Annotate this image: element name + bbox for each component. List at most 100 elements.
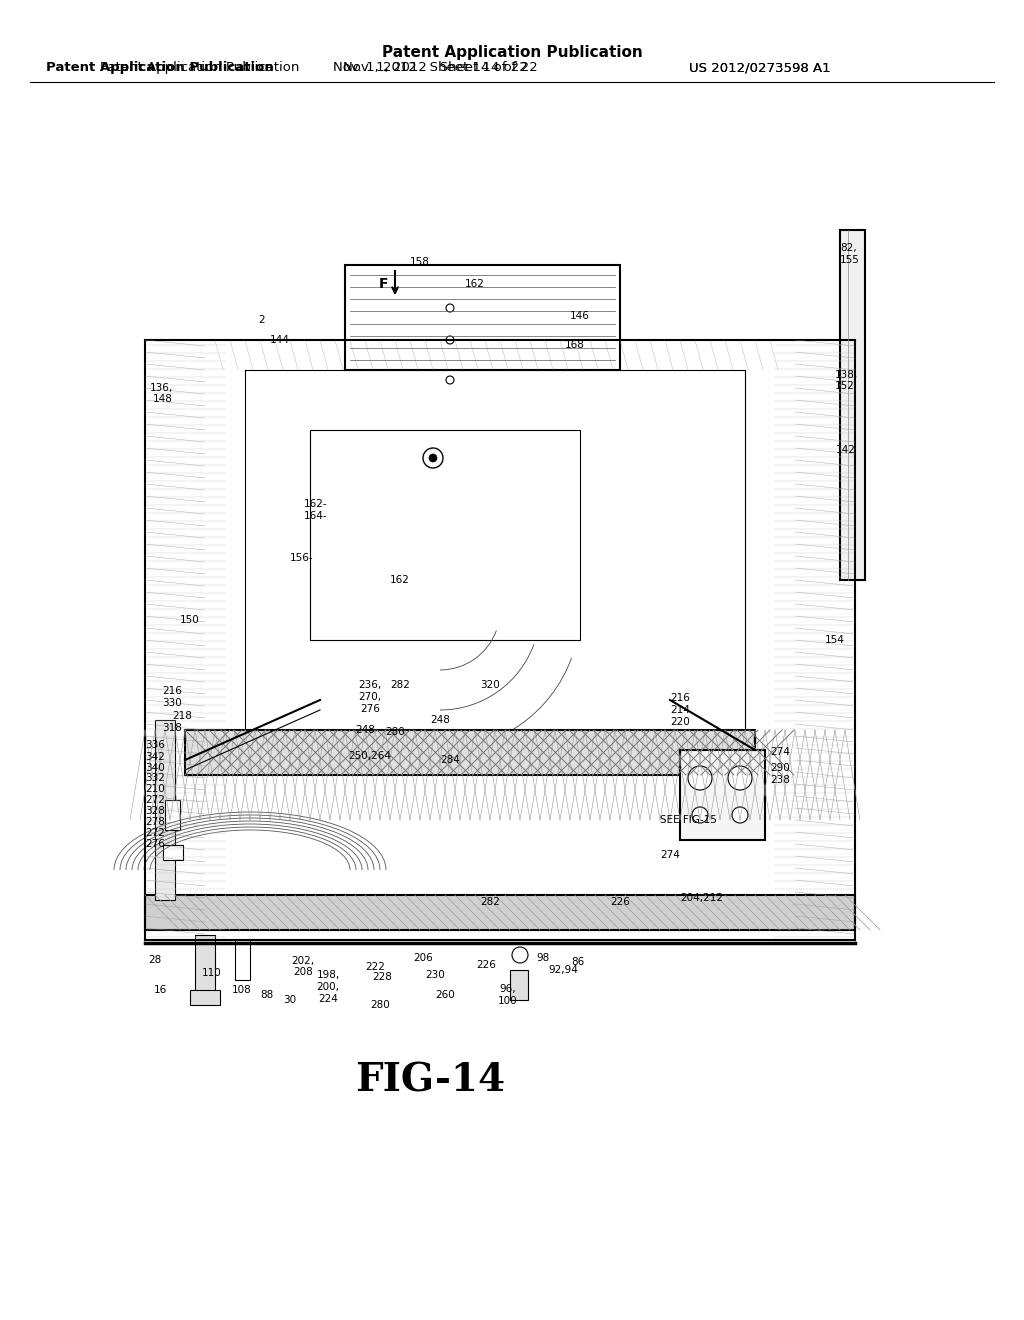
Circle shape: [512, 946, 528, 964]
Text: 226: 226: [610, 898, 630, 907]
Circle shape: [688, 766, 712, 789]
Circle shape: [446, 304, 454, 312]
Text: 230: 230: [425, 970, 444, 979]
Text: 136,: 136,: [150, 383, 173, 393]
Text: 92,94: 92,94: [548, 965, 578, 975]
Text: 272: 272: [145, 795, 165, 805]
Circle shape: [732, 807, 748, 822]
Circle shape: [429, 454, 437, 462]
Text: 158: 158: [410, 257, 430, 267]
Bar: [195, 935, 215, 995]
Text: 222: 222: [366, 962, 385, 972]
Text: 280: 280: [385, 727, 404, 737]
Bar: [145, 895, 855, 931]
Text: 200,: 200,: [316, 982, 340, 993]
Text: 16: 16: [154, 985, 167, 995]
Text: 216: 216: [670, 693, 690, 704]
Text: 2: 2: [259, 315, 265, 325]
Text: Nov. 1, 2012   Sheet 14 of 22: Nov. 1, 2012 Sheet 14 of 22: [343, 62, 538, 74]
Text: 210: 210: [145, 784, 165, 795]
Text: 202,: 202,: [292, 956, 314, 966]
Bar: [840, 230, 865, 579]
Text: 162-: 162-: [303, 499, 327, 510]
Circle shape: [692, 807, 708, 822]
Bar: [510, 970, 528, 1001]
Text: 146: 146: [570, 312, 590, 321]
Text: 328: 328: [145, 807, 165, 816]
Text: 168: 168: [565, 341, 585, 350]
Text: 270,: 270,: [358, 692, 382, 702]
Bar: [234, 940, 250, 979]
Text: 148: 148: [154, 393, 173, 404]
Text: FIG-14: FIG-14: [355, 1061, 505, 1100]
Text: 30: 30: [284, 995, 297, 1005]
Text: 220: 220: [670, 717, 690, 727]
Bar: [680, 750, 765, 840]
Text: 214: 214: [670, 705, 690, 715]
Text: 86: 86: [571, 957, 585, 968]
Bar: [163, 845, 183, 861]
Text: 236,: 236,: [358, 680, 382, 690]
Text: 108: 108: [232, 985, 252, 995]
Text: US 2012/0273598 A1: US 2012/0273598 A1: [689, 62, 830, 74]
Text: Patent Application Publication: Patent Application Publication: [46, 62, 273, 74]
Text: 204,212: 204,212: [680, 894, 723, 903]
Text: Patent Application Publication: Patent Application Publication: [382, 45, 642, 59]
Text: 250,264: 250,264: [348, 751, 391, 762]
Text: 248: 248: [430, 715, 450, 725]
Text: 155: 155: [840, 255, 860, 265]
Text: 138,: 138,: [835, 370, 858, 380]
Text: F: F: [378, 277, 388, 290]
Text: 218: 218: [172, 711, 193, 721]
Text: 82,: 82,: [840, 243, 857, 253]
Text: 238: 238: [770, 775, 790, 785]
Text: 98: 98: [537, 953, 550, 964]
Text: 272: 272: [145, 828, 165, 838]
Text: 282: 282: [390, 680, 410, 690]
Text: 88: 88: [260, 990, 273, 1001]
Text: 96,: 96,: [500, 983, 516, 994]
Text: 282: 282: [480, 898, 500, 907]
Text: 340: 340: [145, 763, 165, 774]
Text: SEE FIG-15: SEE FIG-15: [660, 814, 717, 825]
Bar: [310, 430, 580, 640]
Text: 156-: 156-: [290, 553, 313, 564]
Text: 216: 216: [162, 686, 182, 696]
Text: 278: 278: [145, 817, 165, 828]
Text: 144: 144: [270, 335, 290, 345]
Text: 110: 110: [202, 968, 222, 978]
Text: 198,: 198,: [316, 970, 340, 979]
Text: 342: 342: [145, 752, 165, 762]
Circle shape: [728, 766, 752, 789]
Text: 152: 152: [835, 381, 855, 391]
Text: 330: 330: [162, 698, 182, 708]
Text: 162: 162: [390, 576, 410, 585]
Text: 274: 274: [660, 850, 680, 861]
Bar: [155, 719, 175, 900]
Text: 284: 284: [440, 755, 460, 766]
Text: 100: 100: [499, 997, 518, 1006]
Bar: [185, 730, 755, 775]
Text: 248: 248: [355, 725, 375, 735]
Text: 274: 274: [770, 747, 790, 756]
Text: US 2012/0273598 A1: US 2012/0273598 A1: [689, 62, 830, 74]
Text: 276: 276: [145, 840, 165, 849]
Text: 162: 162: [465, 279, 485, 289]
Text: 206: 206: [413, 953, 433, 964]
Text: Nov. 1, 2012   Sheet 14 of 22: Nov. 1, 2012 Sheet 14 of 22: [333, 62, 527, 74]
Text: 226: 226: [476, 960, 496, 970]
Text: 276: 276: [360, 704, 380, 714]
Text: 336: 336: [145, 741, 165, 750]
Text: 228: 228: [372, 972, 392, 982]
Text: 142: 142: [836, 445, 856, 455]
Text: 260: 260: [435, 990, 455, 1001]
Text: 318: 318: [162, 723, 182, 733]
Text: 154: 154: [825, 635, 845, 645]
Text: 150: 150: [180, 615, 200, 624]
Text: 164-: 164-: [303, 511, 327, 521]
Bar: [345, 265, 620, 370]
Text: 208: 208: [293, 968, 313, 977]
Text: 320: 320: [480, 680, 500, 690]
Bar: [190, 990, 220, 1005]
Circle shape: [446, 376, 454, 384]
